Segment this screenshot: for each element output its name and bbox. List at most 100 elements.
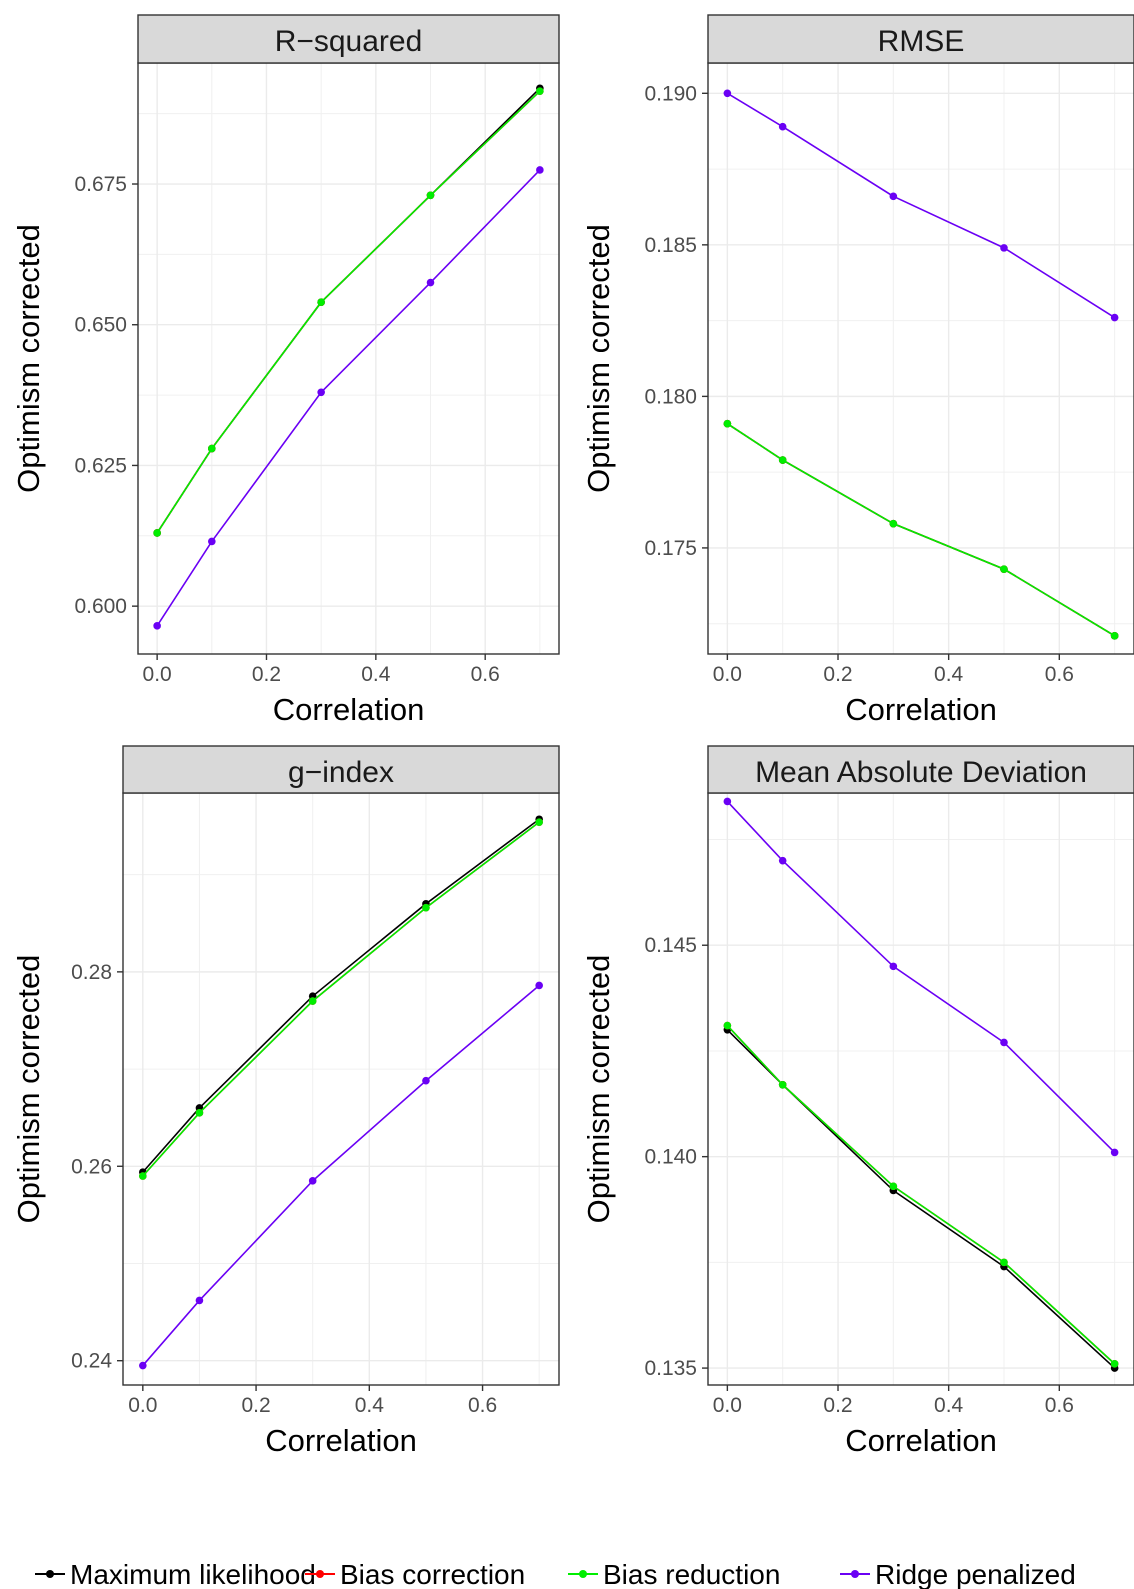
y-axis-title: Optimism corrected xyxy=(581,955,616,1224)
data-point xyxy=(1110,313,1119,322)
legend-key-point xyxy=(579,1570,587,1578)
data-point xyxy=(317,388,325,397)
data-point xyxy=(139,1361,147,1370)
x-tick-label: 0.4 xyxy=(355,1394,385,1417)
data-point xyxy=(208,444,216,453)
data-point xyxy=(426,191,435,200)
x-tick-label: 0.6 xyxy=(1045,663,1074,686)
y-tick-label: 0.190 xyxy=(644,82,697,105)
y-tick-label: 0.145 xyxy=(644,934,697,957)
legend-item: Ridge penalized xyxy=(840,1559,1076,1589)
plot-background xyxy=(708,793,1134,1385)
legend-key-point xyxy=(316,1570,324,1578)
data-point xyxy=(1000,1258,1008,1267)
x-tick-label: 0.6 xyxy=(1045,1394,1074,1417)
x-axis-title: Correlation xyxy=(273,692,425,727)
y-axis-title: Optimism corrected xyxy=(581,224,616,493)
panel-title: RMSE xyxy=(878,25,965,58)
data-point xyxy=(536,166,544,174)
plot-background xyxy=(138,63,559,654)
x-tick-label: 0.6 xyxy=(471,663,500,686)
legend-label: Ridge penalized xyxy=(875,1559,1076,1589)
data-point xyxy=(208,537,216,546)
y-tick-label: 0.140 xyxy=(644,1146,697,1169)
data-point xyxy=(778,122,787,131)
y-tick-label: 0.28 xyxy=(71,961,112,984)
panel-strip xyxy=(707,14,1134,64)
data-point xyxy=(778,1080,787,1089)
data-point xyxy=(422,1076,430,1085)
x-tick-label: 0.4 xyxy=(934,1394,964,1417)
data-point xyxy=(153,622,161,630)
y-tick-label: 0.600 xyxy=(74,595,127,618)
y-tick-label: 0.175 xyxy=(644,537,697,560)
data-point xyxy=(778,856,787,865)
data-point xyxy=(723,419,732,428)
panel-title: g−index xyxy=(288,756,394,789)
data-point xyxy=(153,529,161,537)
x-axis-title: Correlation xyxy=(845,1423,997,1458)
data-point xyxy=(426,278,435,287)
x-tick-label: 0.0 xyxy=(713,1394,742,1417)
legend-item: Bias correction xyxy=(305,1559,525,1589)
y-axis-title: Optimism corrected xyxy=(11,224,46,493)
y-tick-label: 0.26 xyxy=(71,1155,112,1178)
x-tick-label: 0.6 xyxy=(468,1394,497,1417)
data-point xyxy=(1110,1360,1119,1368)
data-point xyxy=(195,1109,204,1117)
x-axis-title: Correlation xyxy=(845,692,997,727)
data-point xyxy=(723,1021,732,1030)
data-point xyxy=(139,1172,147,1180)
legend-key-point xyxy=(46,1570,54,1578)
panel-title: Mean Absolute Deviation xyxy=(755,756,1087,789)
data-point xyxy=(422,903,430,912)
legend-key-point xyxy=(851,1570,859,1578)
chart-panel: Mean Absolute Deviation 0.0 0.2 0.4 0.6 0.135… xyxy=(581,745,1134,1458)
data-point xyxy=(317,298,325,307)
data-point xyxy=(1000,1038,1008,1047)
legend-item: Bias reduction xyxy=(568,1559,780,1589)
data-point xyxy=(308,1177,317,1185)
panel-strip xyxy=(137,14,560,64)
data-point xyxy=(889,962,898,971)
x-tick-label: 0.4 xyxy=(361,663,391,686)
data-point xyxy=(889,1182,898,1191)
panel-strip xyxy=(707,745,1134,794)
data-point xyxy=(1110,1148,1119,1157)
data-point xyxy=(535,981,543,990)
legend-label: Maximum likelihood xyxy=(70,1559,316,1589)
data-point xyxy=(1000,244,1008,252)
legend-item: Maximum likelihood xyxy=(35,1559,316,1589)
y-tick-label: 0.675 xyxy=(74,173,127,196)
x-axis-title: Correlation xyxy=(265,1423,417,1458)
y-axis-title: Optimism corrected xyxy=(11,955,46,1224)
data-point xyxy=(1000,565,1008,573)
data-point xyxy=(535,818,543,826)
x-tick-label: 0.2 xyxy=(823,663,852,686)
x-tick-label: 0.0 xyxy=(713,663,742,686)
panel-title: R−squared xyxy=(275,25,423,58)
data-point xyxy=(889,519,898,528)
data-point xyxy=(889,192,898,201)
chart-panel: R−squared 0.0 0.2 0.4 0.6 0.600 0.625 0.650 0.67… xyxy=(11,14,560,727)
data-point xyxy=(1110,632,1119,640)
x-tick-label: 0.0 xyxy=(143,663,172,686)
data-point xyxy=(778,456,787,464)
y-tick-label: 0.180 xyxy=(644,385,697,408)
y-tick-label: 0.625 xyxy=(74,454,127,477)
x-tick-label: 0.2 xyxy=(823,1394,852,1417)
y-tick-label: 0.185 xyxy=(644,234,697,257)
plot-background xyxy=(123,793,559,1385)
legend-label: Bias reduction xyxy=(603,1559,780,1589)
chart-panel: g−index 0.0 0.2 0.4 0.6 0.24 0.26 0.28 Correlati… xyxy=(11,745,560,1458)
y-tick-label: 0.650 xyxy=(74,314,127,337)
data-point xyxy=(536,87,544,95)
data-point xyxy=(308,997,317,1005)
plot-background xyxy=(708,63,1134,654)
legend-label: Bias correction xyxy=(340,1559,525,1589)
data-point xyxy=(723,89,732,98)
data-point xyxy=(195,1296,204,1305)
y-tick-label: 0.135 xyxy=(644,1357,697,1380)
x-tick-label: 0.4 xyxy=(934,663,964,686)
